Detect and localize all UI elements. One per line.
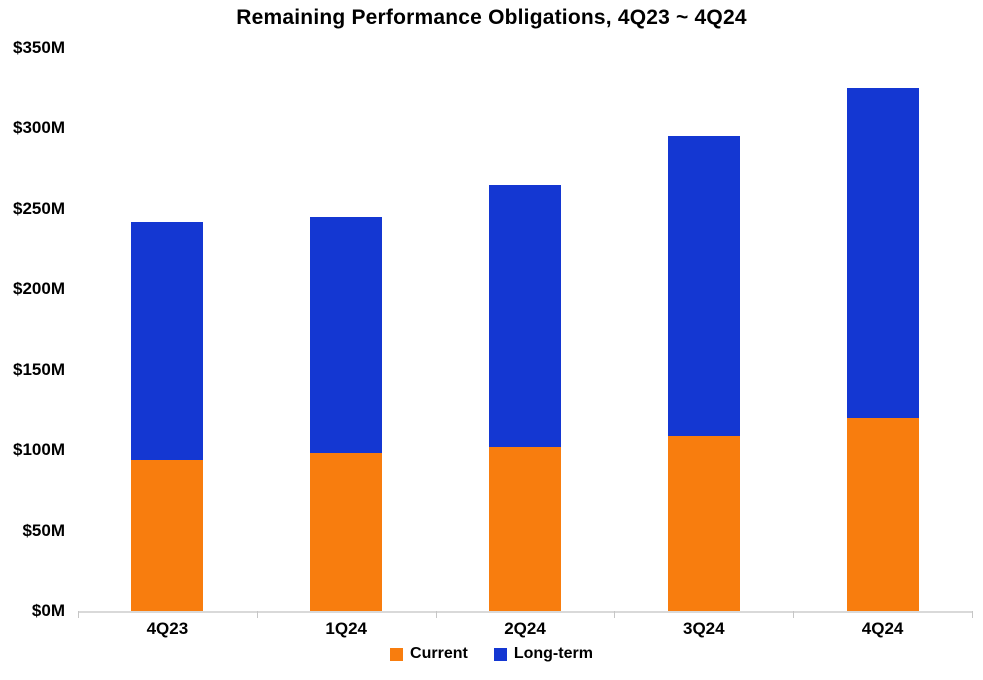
bar-segment-long-term-4Q24 bbox=[846, 88, 919, 418]
x-axis-category-label: 4Q23 bbox=[146, 619, 189, 638]
bar-segment-long-term-3Q24 bbox=[667, 136, 740, 436]
bar-segment-current-3Q24 bbox=[667, 435, 740, 611]
bar-segment-current-4Q23 bbox=[131, 459, 204, 611]
x-axis-tick-mark bbox=[256, 611, 258, 618]
x-axis-category-label: 1Q24 bbox=[325, 619, 367, 638]
long-term-series-swatch-icon bbox=[493, 647, 507, 661]
x-axis-tick-mark bbox=[78, 611, 79, 618]
legend: Current Long-term bbox=[0, 643, 983, 665]
x-axis-category-label: 2Q24 bbox=[504, 619, 546, 638]
y-axis-tick-label: $0M bbox=[31, 601, 65, 620]
y-axis-tick-label: $100M bbox=[13, 440, 65, 460]
y-axis-tick-label: $200M bbox=[13, 279, 65, 299]
legend-label-current: Current bbox=[410, 645, 468, 662]
legend-item-long-term: Long-term bbox=[493, 645, 593, 663]
x-axis-category-label: 3Q24 bbox=[683, 619, 725, 638]
bar-segment-long-term-2Q24 bbox=[489, 184, 561, 447]
x-axis-tick-mark bbox=[793, 611, 795, 618]
current-series-swatch-icon bbox=[390, 647, 404, 661]
legend-label-long-term: Long-term bbox=[513, 645, 593, 662]
x-axis-category-label: 4Q24 bbox=[861, 619, 904, 638]
bar-segment-current-1Q24 bbox=[310, 453, 383, 611]
x-axis-line bbox=[78, 611, 972, 613]
x-axis-tick-mark bbox=[614, 611, 616, 618]
bar-segment-long-term-1Q24 bbox=[310, 216, 383, 454]
y-axis-tick-label: $150M bbox=[13, 359, 65, 379]
y-axis-tick-label: $50M bbox=[22, 520, 65, 540]
bar-segment-long-term-4Q23 bbox=[131, 221, 204, 460]
y-axis-tick-label: $350M bbox=[13, 38, 65, 57]
legend-item-current: Current bbox=[390, 645, 468, 663]
bar-segment-current-4Q24 bbox=[846, 417, 919, 611]
chart-title: Remaining Performance Obligations, 4Q23 … bbox=[236, 6, 747, 29]
x-axis-tick-mark bbox=[972, 611, 973, 618]
y-axis-tick-label: $300M bbox=[13, 118, 65, 138]
x-axis-tick-mark bbox=[435, 611, 437, 618]
bar-segment-current-2Q24 bbox=[489, 446, 561, 611]
y-axis-tick-label: $250M bbox=[13, 198, 65, 218]
